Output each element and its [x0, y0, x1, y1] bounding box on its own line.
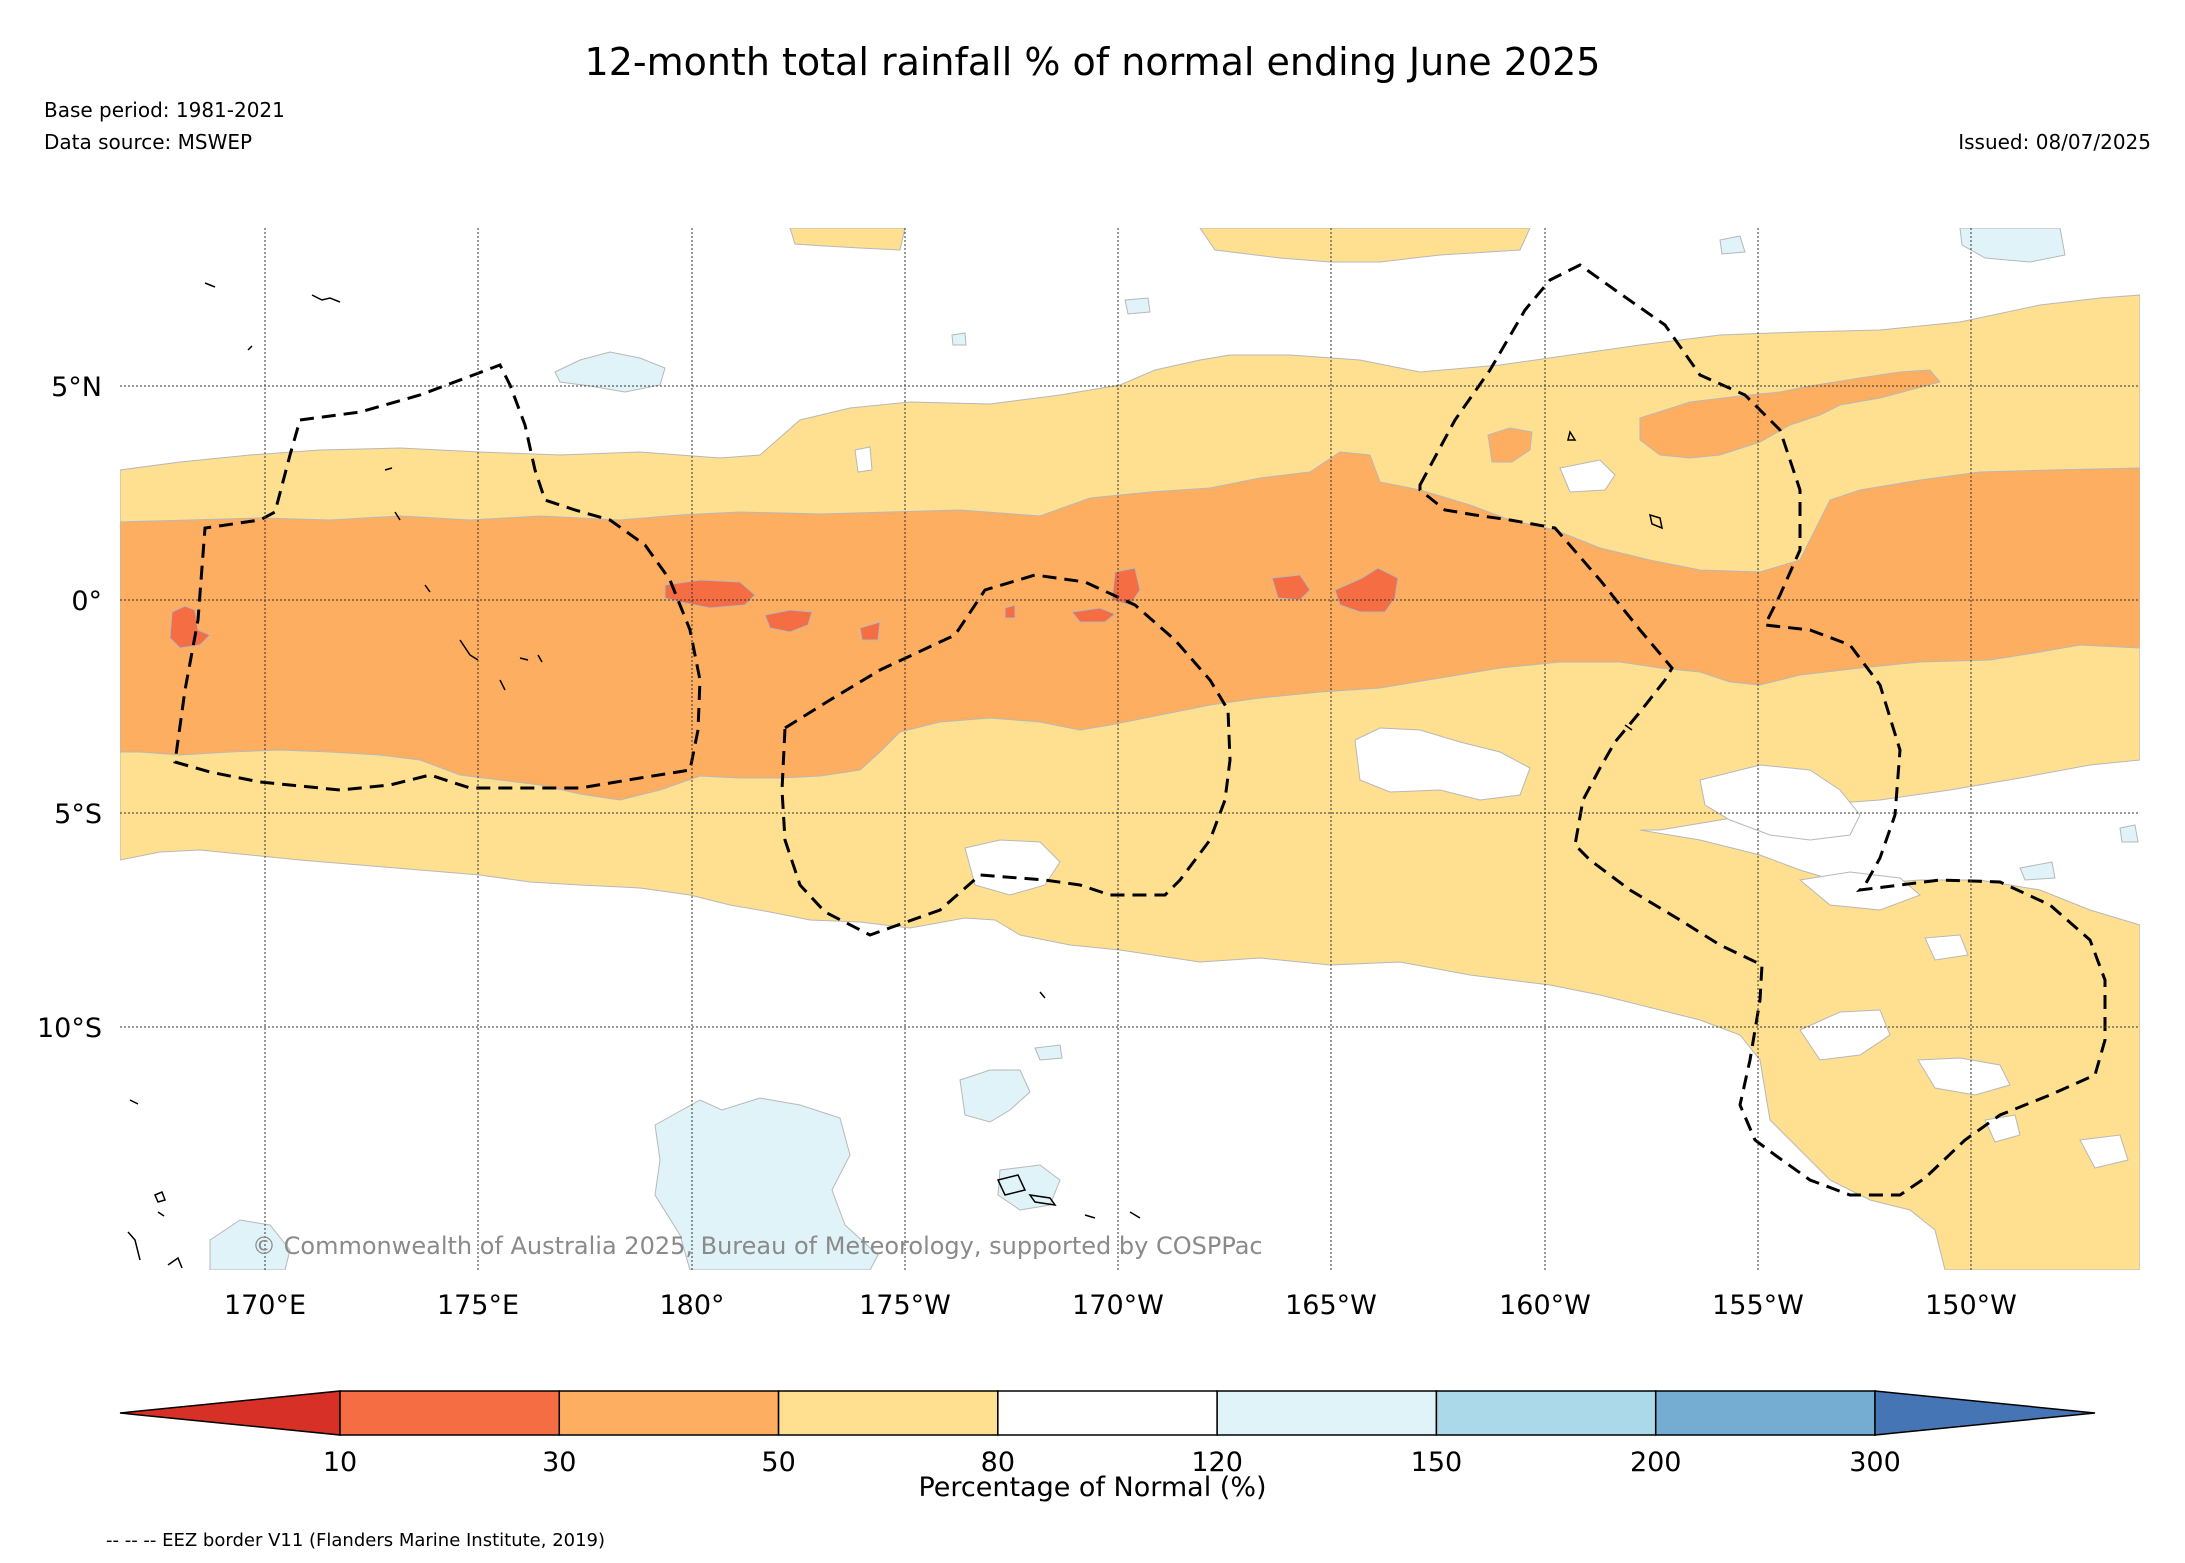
colorbar-segment [1654, 1390, 1876, 1436]
lon-label-165w: 165°W [1285, 1290, 1377, 1321]
issued-date: Issued: 08/07/2025 [1958, 130, 2151, 154]
colorbar-tick-label: 150 [1411, 1447, 1463, 1478]
graticule [120, 228, 2140, 1270]
lat-label-5s: 5°S [54, 799, 102, 830]
eez-legend-note: -- -- -- EEZ border V11 (Flanders Marine… [106, 1530, 606, 1551]
lon-label-155w: 155°W [1712, 1290, 1804, 1321]
colorbar-tick-label: 120 [1191, 1447, 1243, 1478]
colorbar-extend-low [119, 1390, 341, 1436]
severe-dry-patches [169, 567, 1399, 649]
lon-label-175e: 175°E [437, 1290, 519, 1321]
colorbar-segment [558, 1390, 780, 1436]
copyright-credit: © Commonwealth of Australia 2025, Bureau… [252, 1232, 1263, 1260]
colorbar-tick-label: 300 [1849, 1447, 1901, 1478]
island-outlines [127, 282, 1664, 1269]
colorbar-segment [1435, 1390, 1657, 1436]
lon-label-160w: 160°W [1499, 1290, 1591, 1321]
lon-label-170e: 170°E [224, 1290, 306, 1321]
lat-label-5n: 5°N [51, 372, 102, 403]
lat-label-0: 0° [71, 586, 102, 617]
base-period-note: Base period: 1981-2021 [44, 98, 285, 122]
colorbar-tick-label: 80 [981, 1447, 1015, 1478]
colorbar-segment [997, 1390, 1218, 1436]
latitude-labels: 5°N 0° 5°S 10°S [37, 372, 102, 1044]
colorbar-tick-label: 30 [542, 1447, 576, 1478]
colorbar-segment [1216, 1390, 1438, 1436]
lat-label-10s: 10°S [37, 1013, 102, 1044]
eez-borders [173, 263, 2107, 1197]
colorbar-segment [777, 1390, 999, 1436]
lon-label-150w: 150°W [1925, 1290, 2017, 1321]
map-title: 12-month total rainfall % of normal endi… [584, 40, 1601, 84]
lon-label-170w: 170°W [1072, 1290, 1164, 1321]
lon-label-180: 180° [659, 1290, 724, 1321]
colorbar-label: Percentage of Normal (%) [918, 1472, 1267, 1503]
lon-label-175w: 175°W [859, 1290, 951, 1321]
colorbar-tick-label: 50 [761, 1447, 795, 1478]
longitude-labels: 170°E 175°E 180° 175°W 170°W 165°W 160°W… [224, 1290, 2017, 1321]
colorbar-tick-label: 200 [1630, 1447, 1682, 1478]
near-normal-patches [854, 446, 2129, 1169]
colorbar-segment [339, 1390, 561, 1436]
data-source-note: Data source: MSWEP [44, 130, 253, 154]
colorbar-tick-label: 10 [323, 1447, 357, 1478]
colorbar-extend-high [1874, 1390, 2096, 1436]
dry-region [120, 369, 2140, 801]
